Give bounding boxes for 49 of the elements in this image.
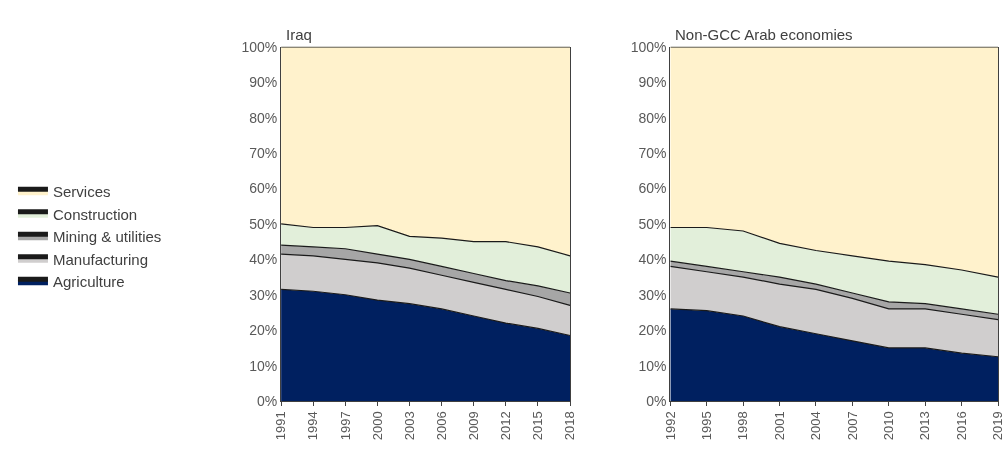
y-tick-label: 60% xyxy=(638,180,667,197)
x-tick-label: 2015 xyxy=(530,411,546,441)
y-tick-label: 50% xyxy=(638,215,667,232)
legend-label: Services xyxy=(52,183,111,201)
legend-label: Agriculture xyxy=(52,273,125,291)
x-tick-label: 1997 xyxy=(337,411,353,441)
x-tick-label: 2019 xyxy=(990,411,1006,441)
y-tick-label: 100% xyxy=(241,38,278,55)
x-tick-label: 2000 xyxy=(369,411,385,441)
legend-label: Manufacturing xyxy=(52,250,149,268)
y-tick-label: 30% xyxy=(249,286,278,303)
x-tick-label: 2016 xyxy=(953,411,969,441)
chart-title: Iraq xyxy=(286,26,312,43)
legend-label: Mining & utilities xyxy=(52,228,162,246)
x-tick-label: 2018 xyxy=(562,411,578,441)
x-tick-label: 2013 xyxy=(917,411,933,441)
y-tick-label: 30% xyxy=(638,286,667,303)
y-tick-label: 40% xyxy=(638,251,667,268)
x-tick-label: 1991 xyxy=(273,411,289,441)
y-tick-label: 80% xyxy=(249,109,278,126)
x-tick-label: 2004 xyxy=(808,411,824,441)
y-tick-label: 90% xyxy=(638,74,667,91)
y-tick-label: 80% xyxy=(638,109,667,126)
y-tick-label: 10% xyxy=(249,357,278,374)
legend-label: Construction xyxy=(52,205,138,223)
x-tick-label: 2001 xyxy=(771,411,787,441)
y-tick-label: 0% xyxy=(646,392,667,409)
x-tick-label: 2006 xyxy=(433,411,449,441)
y-tick-label: 10% xyxy=(638,357,667,374)
y-tick-label: 50% xyxy=(249,215,278,232)
x-tick-label: 1995 xyxy=(698,411,714,441)
x-tick-label: 2009 xyxy=(465,411,481,441)
x-tick-label: 1994 xyxy=(305,411,321,441)
y-tick-label: 70% xyxy=(249,144,278,161)
y-tick-label: 100% xyxy=(630,38,667,55)
y-tick-label: 60% xyxy=(249,180,278,197)
x-tick-label: 2003 xyxy=(401,411,417,441)
y-tick-label: 0% xyxy=(257,392,278,409)
x-tick-label: 1992 xyxy=(662,411,678,441)
x-tick-label: 2010 xyxy=(881,411,897,441)
y-tick-label: 20% xyxy=(638,322,667,339)
chart-title: Non-GCC Arab economies xyxy=(675,26,853,43)
y-tick-label: 40% xyxy=(249,251,278,268)
y-tick-label: 90% xyxy=(249,74,278,91)
x-tick-label: 1998 xyxy=(735,411,751,441)
x-tick-label: 2012 xyxy=(498,411,514,441)
x-tick-label: 2007 xyxy=(844,411,860,441)
y-tick-label: 20% xyxy=(249,322,278,339)
y-tick-label: 70% xyxy=(638,144,667,161)
